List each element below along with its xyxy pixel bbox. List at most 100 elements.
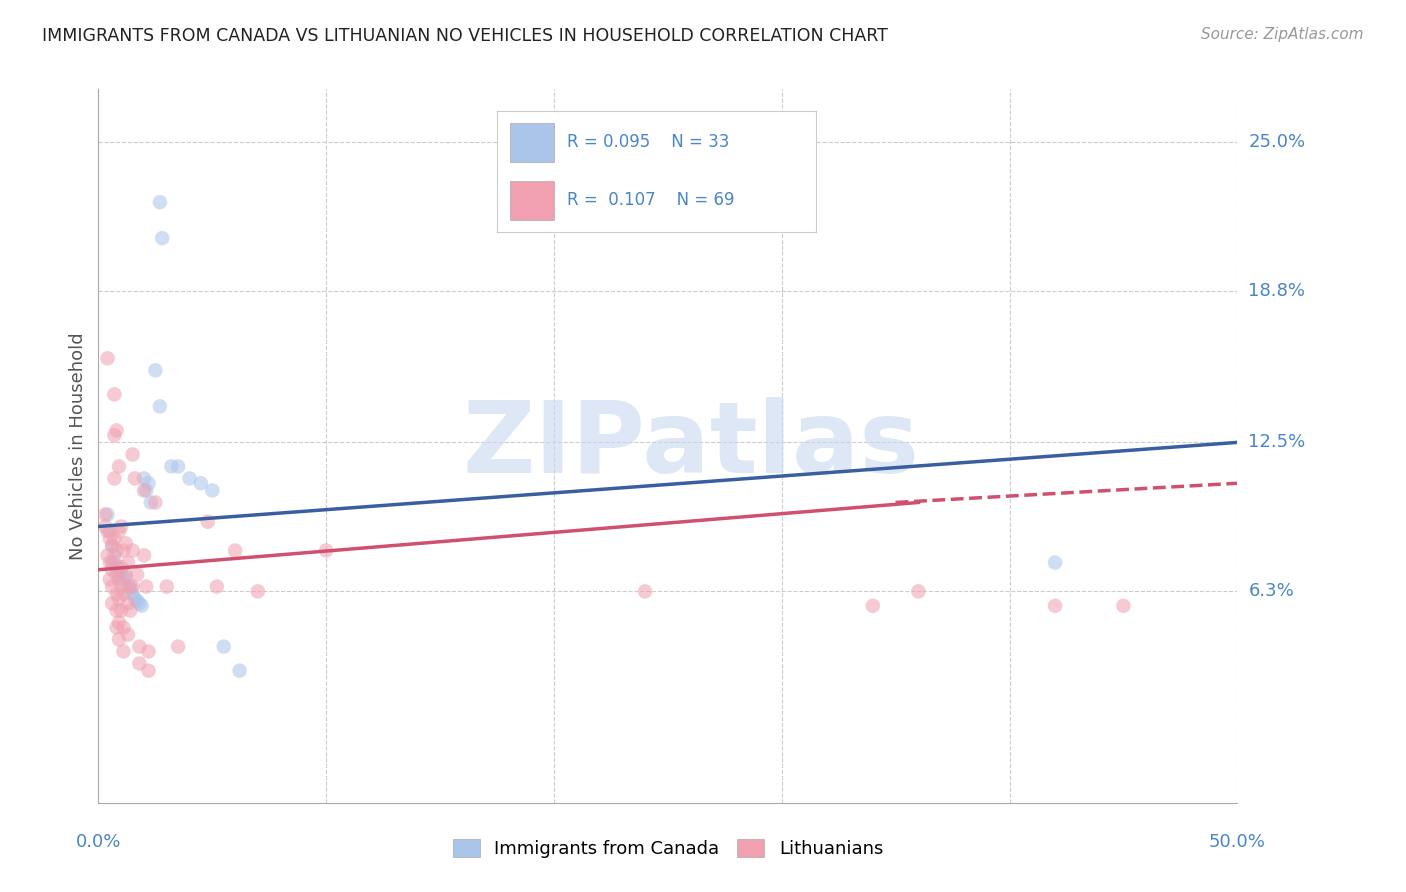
Text: ZIPatlas: ZIPatlas bbox=[463, 398, 920, 494]
Point bbox=[167, 640, 190, 654]
Point bbox=[201, 483, 224, 498]
Point bbox=[98, 524, 121, 539]
Point bbox=[96, 524, 118, 539]
Point bbox=[315, 543, 337, 558]
Point bbox=[101, 539, 124, 553]
Point bbox=[112, 543, 135, 558]
Text: 12.5%: 12.5% bbox=[1249, 434, 1306, 451]
Point bbox=[120, 604, 142, 618]
Point bbox=[117, 556, 139, 570]
Text: 18.8%: 18.8% bbox=[1249, 282, 1305, 300]
Point bbox=[145, 495, 167, 509]
Point bbox=[110, 567, 132, 582]
Point bbox=[110, 580, 132, 594]
Point bbox=[101, 556, 124, 570]
Text: 25.0%: 25.0% bbox=[1249, 133, 1306, 151]
Point bbox=[105, 423, 128, 437]
Point bbox=[128, 640, 150, 654]
Point bbox=[96, 508, 118, 522]
Point bbox=[120, 580, 142, 594]
Point bbox=[121, 587, 143, 601]
Point bbox=[108, 572, 131, 586]
Y-axis label: No Vehicles in Household: No Vehicles in Household bbox=[69, 332, 87, 560]
Point bbox=[108, 615, 131, 630]
Point bbox=[110, 560, 132, 574]
Point bbox=[132, 549, 155, 563]
Point bbox=[103, 428, 125, 442]
Point bbox=[96, 351, 118, 366]
Point bbox=[105, 604, 128, 618]
Point bbox=[149, 195, 172, 210]
Point bbox=[128, 657, 150, 671]
Point bbox=[108, 524, 131, 539]
Point bbox=[108, 563, 131, 577]
Point bbox=[135, 483, 157, 498]
Point bbox=[1112, 599, 1135, 613]
Point bbox=[98, 556, 121, 570]
Point bbox=[94, 519, 117, 533]
Point bbox=[1043, 556, 1066, 570]
Point bbox=[212, 640, 235, 654]
Text: IMMIGRANTS FROM CANADA VS LITHUANIAN NO VEHICLES IN HOUSEHOLD CORRELATION CHART: IMMIGRANTS FROM CANADA VS LITHUANIAN NO … bbox=[42, 27, 889, 45]
Text: Source: ZipAtlas.com: Source: ZipAtlas.com bbox=[1201, 27, 1364, 42]
Point bbox=[139, 495, 162, 509]
Point bbox=[110, 604, 132, 618]
Point bbox=[1043, 599, 1066, 613]
Point bbox=[110, 519, 132, 533]
Point bbox=[108, 591, 131, 606]
Point bbox=[105, 567, 128, 582]
Point bbox=[138, 664, 160, 678]
Point bbox=[131, 599, 153, 613]
Point bbox=[150, 231, 173, 245]
Point bbox=[167, 459, 190, 474]
Point bbox=[98, 572, 121, 586]
Point bbox=[96, 549, 118, 563]
Point bbox=[108, 632, 131, 647]
Point bbox=[121, 580, 143, 594]
Point bbox=[103, 549, 125, 563]
Point bbox=[205, 580, 228, 594]
Point bbox=[117, 596, 139, 610]
Point bbox=[135, 580, 157, 594]
Point bbox=[128, 596, 150, 610]
Point bbox=[101, 580, 124, 594]
Point bbox=[98, 532, 121, 546]
Point bbox=[190, 476, 212, 491]
Point bbox=[160, 459, 183, 474]
Point bbox=[112, 587, 135, 601]
Point bbox=[114, 536, 136, 550]
Point bbox=[145, 363, 167, 377]
Text: 50.0%: 50.0% bbox=[1209, 833, 1265, 851]
Point bbox=[224, 543, 246, 558]
Point bbox=[114, 567, 136, 582]
Point bbox=[103, 471, 125, 485]
Point bbox=[114, 570, 136, 584]
Point bbox=[121, 543, 143, 558]
Point bbox=[149, 400, 172, 414]
Point bbox=[132, 483, 155, 498]
Text: 6.3%: 6.3% bbox=[1249, 582, 1294, 600]
Point bbox=[124, 471, 146, 485]
Point bbox=[634, 584, 657, 599]
Point bbox=[127, 594, 149, 608]
Point bbox=[862, 599, 884, 613]
Point bbox=[105, 560, 128, 574]
Point bbox=[124, 591, 146, 606]
Point bbox=[246, 584, 269, 599]
Point bbox=[105, 543, 128, 558]
Point bbox=[228, 664, 250, 678]
Point bbox=[117, 627, 139, 641]
Legend: Immigrants from Canada, Lithuanians: Immigrants from Canada, Lithuanians bbox=[446, 831, 890, 865]
Point bbox=[108, 459, 131, 474]
Point bbox=[907, 584, 929, 599]
Point bbox=[179, 471, 201, 485]
Point bbox=[105, 620, 128, 634]
Point bbox=[101, 539, 124, 553]
Point bbox=[112, 620, 135, 634]
Point bbox=[101, 596, 124, 610]
Point bbox=[112, 572, 135, 586]
Point bbox=[94, 508, 117, 522]
Text: 0.0%: 0.0% bbox=[76, 833, 121, 851]
Point bbox=[138, 476, 160, 491]
Point bbox=[103, 556, 125, 570]
